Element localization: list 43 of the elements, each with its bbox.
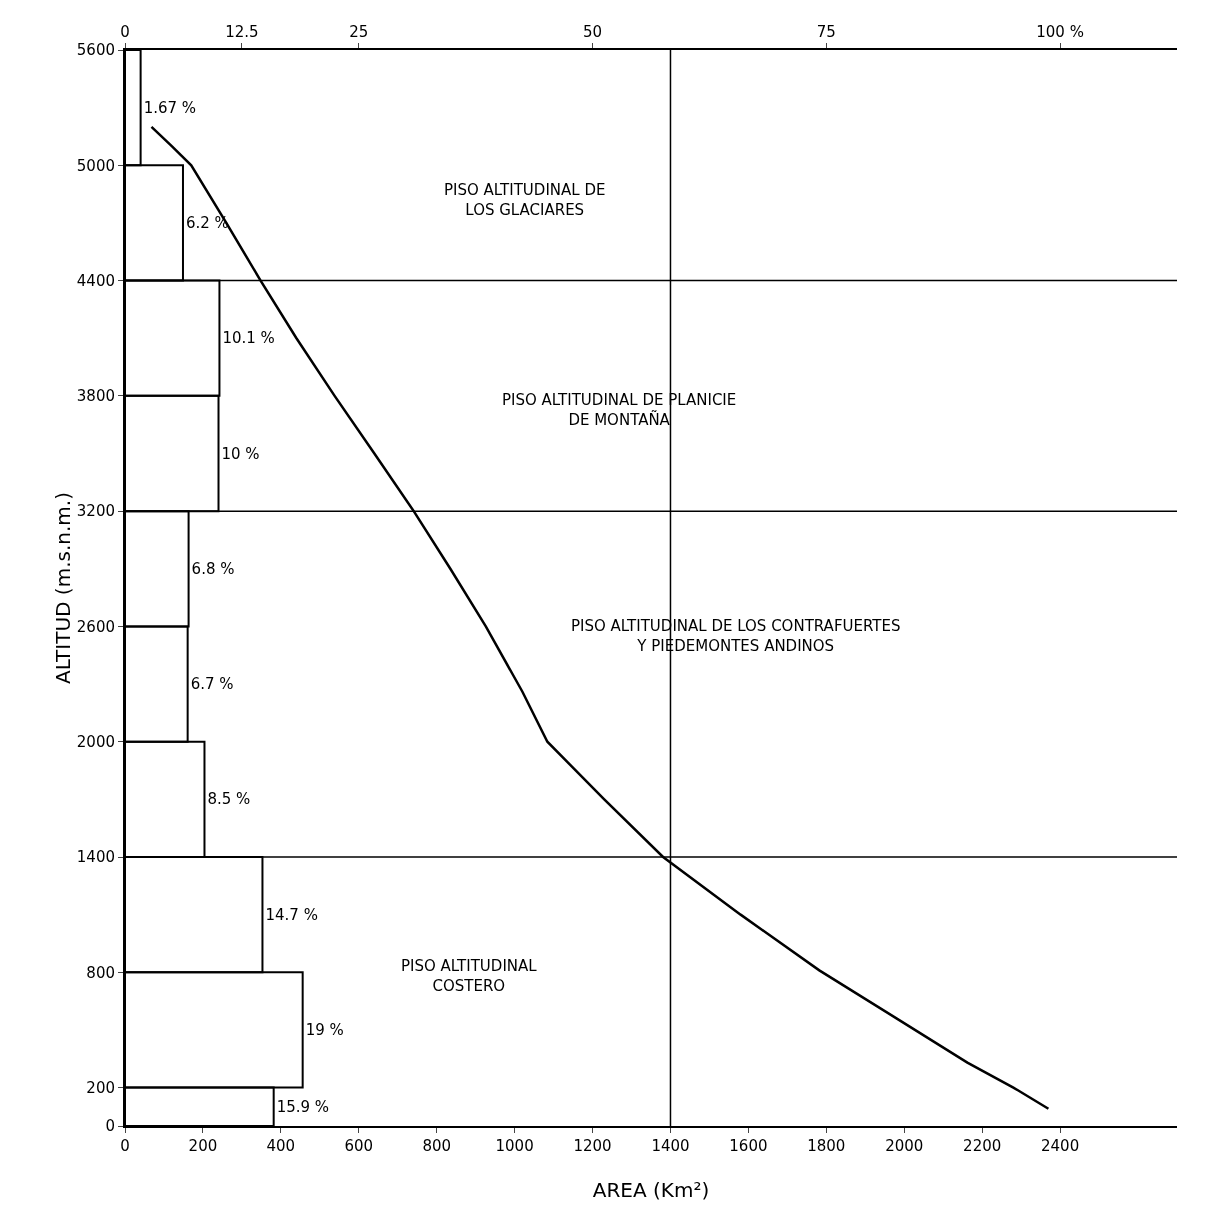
data-label: 19 % (305, 1020, 344, 1039)
x-tick-label: 2400 (1041, 1137, 1080, 1155)
x-tick-label: 1800 (807, 1137, 846, 1155)
x-tick-label: 2200 (963, 1137, 1002, 1155)
data-label: 10 % (221, 444, 260, 463)
x2-tick-label: 50 (583, 23, 603, 41)
x-tick-label: 2000 (885, 1137, 924, 1155)
x-tick-label: 600 (344, 1137, 374, 1155)
y-tick-label: 3200 (76, 502, 115, 521)
y-tick-label: 5600 (76, 41, 115, 60)
x-tick-label: 1200 (573, 1137, 612, 1155)
y-tick-label: 1400 (76, 848, 115, 867)
y-tick-label: 200 (86, 1078, 115, 1097)
data-label: 14.7 % (265, 905, 318, 924)
y-axis-title: ALTITUD (m.s.n.m.) (50, 492, 75, 684)
x-tick-label: 400 (266, 1137, 296, 1155)
y-tick-label: 4400 (76, 271, 115, 290)
annotation: PISO ALTITUDINAL DE LOS GLACIARES (444, 181, 606, 219)
annotation: PISO ALTITUDINAL COSTERO (401, 957, 538, 995)
x-tick-label: 1000 (495, 1137, 534, 1155)
y-tick-label: 5000 (76, 156, 115, 175)
y-tick-label: 800 (86, 963, 115, 982)
x-tick-label: 1600 (729, 1137, 768, 1155)
x2-tick-label: 100 % (1036, 23, 1084, 41)
data-label: 1.67 % (143, 98, 197, 117)
y-tick-label: 0 (105, 1117, 115, 1136)
data-label: 6.8 % (191, 559, 235, 578)
x-tick-label: 200 (188, 1137, 218, 1155)
x-tick-label: 800 (422, 1137, 452, 1155)
x2-tick-label: 25 (349, 23, 369, 41)
x-tick-label: 1400 (651, 1137, 690, 1155)
y-tick-label: 2600 (76, 617, 115, 636)
data-label: 8.5 % (207, 790, 251, 809)
y-tick-label: 3800 (76, 387, 115, 406)
x-axis-title: AREA (Km²) (592, 1178, 710, 1202)
data-label: 15.9 % (276, 1097, 330, 1116)
x2-tick-label: 0 (120, 23, 130, 41)
x2-tick-label: 75 (816, 23, 836, 41)
x2-tick-label: 12.5 (225, 23, 259, 41)
y-tick-label: 2000 (76, 732, 115, 751)
x-tick-label: 0 (120, 1137, 130, 1155)
data-label: 10.1 % (222, 329, 275, 348)
data-label: 6.7 % (190, 675, 234, 694)
